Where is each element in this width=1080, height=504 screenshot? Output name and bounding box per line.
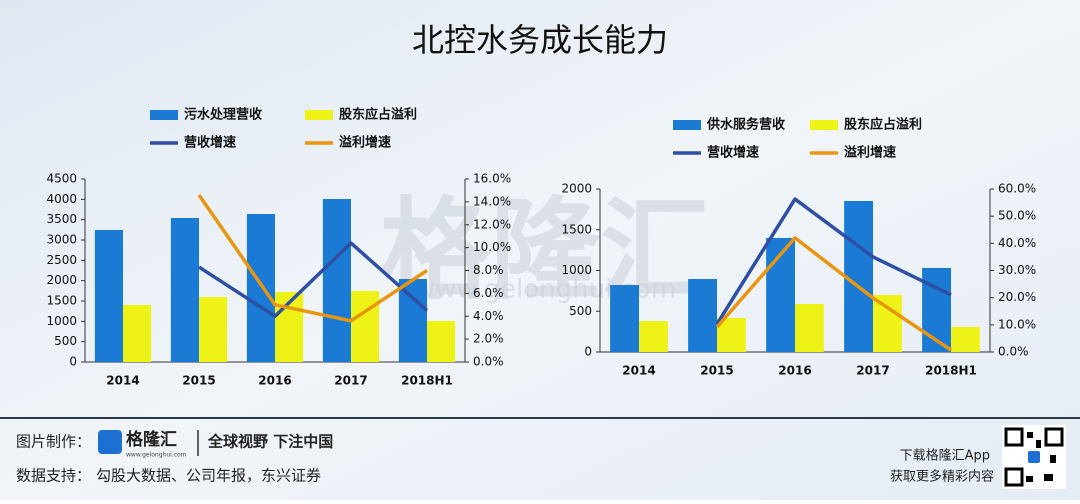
y2-tick-label: 6.0% [473,286,504,300]
y-tick-label: 2000 [46,273,77,287]
bar [94,229,123,362]
legend-label: 营收增速 [707,145,759,161]
bar [170,217,199,362]
legend-label: 供水服务营收 [706,117,786,133]
y2-tick-label: 30.0% [998,263,1036,277]
bar [639,321,668,352]
logo-icon [98,430,122,454]
x-tick-label: 2016 [778,364,811,378]
y-tick-label: 3000 [46,233,77,247]
y2-tick-label: 10.0% [998,317,1036,331]
slogan: 全球视野 下注中国 [207,433,333,451]
y2-tick-label: 14.0% [473,194,511,208]
y2-tick-label: 4.0% [473,309,504,323]
y-tick-label: 4500 [46,172,77,186]
y2-tick-label: 16.0% [473,172,511,186]
x-tick-label: 2018H1 [925,364,977,378]
legend-label: 污水处理营收 [184,107,263,123]
bar [873,295,902,352]
bar [688,278,717,352]
made-by-label: 图片制作： [16,433,91,451]
y-tick-label: 3500 [46,212,77,226]
bar [351,290,380,362]
app-text: 下载格隆汇App [900,448,990,464]
y2-tick-label: 0.0% [998,345,1029,359]
x-tick-label: 2016 [258,374,291,388]
legend-label: 溢利增速 [844,145,896,161]
line-series [715,197,952,325]
charts: 0 500 1000 1500 2000 2500 3000 3500 4000 4500 0.0%… [46,107,1036,388]
x-tick-label: 2017 [334,374,367,388]
legend-swatch [673,120,701,130]
y2-tick-label: 12.0% [473,217,511,231]
y2-tick-label: 50.0% [998,209,1036,223]
x-tick-label: 2014 [622,364,655,378]
y2-tick-label: 60.0% [998,182,1036,196]
y-tick-label: 1500 [561,222,592,236]
page-title: 北控水务成长能力 [412,21,668,59]
x-tick-label: 2017 [856,364,889,378]
y-tick-label: 0 [584,345,592,359]
x-tick-label: 2018H1 [401,374,453,388]
legend-swatch [305,110,333,120]
y2-tick-label: 40.0% [998,236,1036,250]
source: 勾股大数据、公司年报，东兴证券 [96,467,321,485]
line-series [197,194,428,323]
y2-tick-label: 20.0% [998,290,1036,304]
bar [246,214,275,362]
y2-tick-label: 10.0% [473,240,511,254]
y-tick-label: 0 [69,355,77,369]
y-tick-label: 4000 [46,192,77,206]
bar [427,321,456,362]
bar [398,278,427,362]
y-tick-label: 2000 [561,182,592,196]
x-tick-label: 2015 [700,364,733,378]
bar [123,304,152,362]
watermark: 格隆汇 [380,186,710,314]
bar [199,297,228,362]
bar [610,285,639,352]
line-series [715,236,952,352]
logo: 格隆汇 [126,429,177,450]
legend-label: 营收增速 [184,135,236,151]
legend-label: 溢利增速 [339,135,391,151]
x-tick-label: 2015 [182,374,215,388]
bar [795,303,824,352]
line-series [198,241,429,318]
legend-swatch [150,110,178,120]
app-sub: 获取更多精彩内容 [890,469,994,485]
source-label: 数据支持： [16,467,91,485]
qr-code [1002,425,1066,489]
bar [951,326,980,352]
legend-label: 股东应占溢利 [339,107,417,123]
y2-tick-label: 0.0% [473,355,504,369]
y-tick-label: 500 [569,304,592,318]
y-tick-label: 1500 [46,294,77,308]
x-tick-label: 2014 [106,374,139,388]
legend-swatch [810,120,838,130]
logo-url: www.gelonghui.com [126,452,187,459]
y2-tick-label: 8.0% [473,263,504,277]
y-tick-label: 1000 [46,314,77,328]
y-tick-label: 2500 [46,253,77,267]
legend-label: 股东应占溢利 [844,117,922,133]
bar [844,200,873,352]
bar [322,199,351,362]
y2-tick-label: 2.0% [473,332,504,346]
y-tick-label: 500 [54,334,77,348]
y-tick-label: 1000 [561,263,592,277]
